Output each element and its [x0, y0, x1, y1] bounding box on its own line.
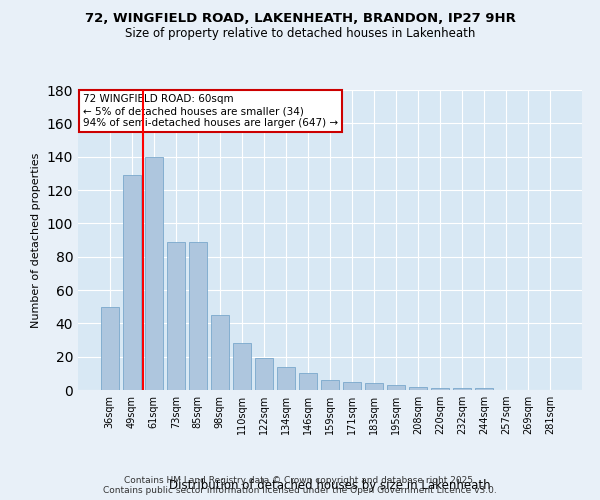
Bar: [409, 386, 427, 390]
Bar: [475, 388, 493, 390]
Bar: [233, 344, 251, 390]
Text: Size of property relative to detached houses in Lakenheath: Size of property relative to detached ho…: [125, 28, 475, 40]
Bar: [299, 374, 317, 390]
Bar: [211, 315, 229, 390]
Bar: [167, 242, 185, 390]
Bar: [277, 366, 295, 390]
X-axis label: Distribution of detached houses by size in Lakenheath: Distribution of detached houses by size …: [169, 479, 491, 492]
Bar: [343, 382, 361, 390]
Bar: [101, 306, 119, 390]
Bar: [365, 384, 383, 390]
Bar: [145, 156, 163, 390]
Bar: [255, 358, 273, 390]
Bar: [321, 380, 339, 390]
Bar: [387, 385, 405, 390]
Bar: [431, 388, 449, 390]
Bar: [123, 175, 140, 390]
Y-axis label: Number of detached properties: Number of detached properties: [31, 152, 41, 328]
Text: 72, WINGFIELD ROAD, LAKENHEATH, BRANDON, IP27 9HR: 72, WINGFIELD ROAD, LAKENHEATH, BRANDON,…: [85, 12, 515, 26]
Text: 72 WINGFIELD ROAD: 60sqm
← 5% of detached houses are smaller (34)
94% of semi-de: 72 WINGFIELD ROAD: 60sqm ← 5% of detache…: [83, 94, 338, 128]
Bar: [454, 388, 471, 390]
Bar: [189, 242, 206, 390]
Text: Contains HM Land Registry data © Crown copyright and database right 2025.
Contai: Contains HM Land Registry data © Crown c…: [103, 476, 497, 495]
